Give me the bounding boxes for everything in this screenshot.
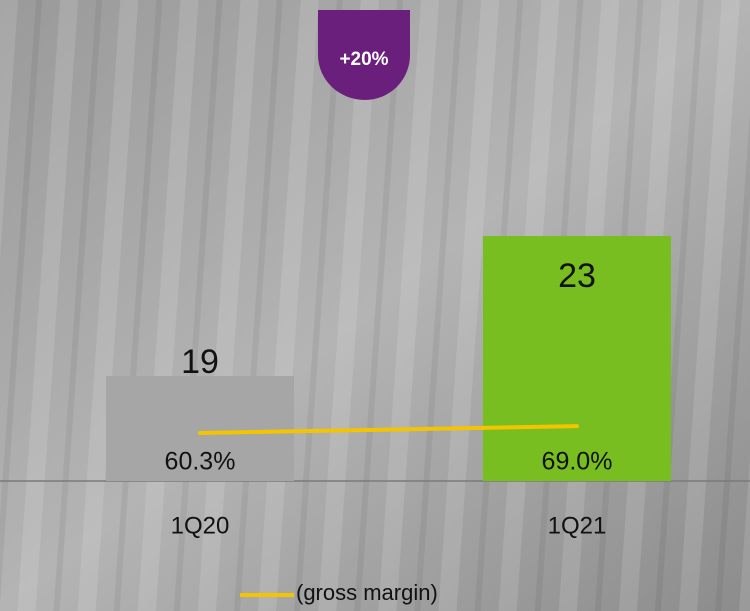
x-tick-label: 1Q21 <box>548 512 607 539</box>
growth-annotation: +20% <box>339 49 388 70</box>
chart: +20% 19 1Q20 23 1Q21 60.3% 69.0% (gross margin… <box>0 0 750 611</box>
legend-label: (gross margin) <box>296 580 438 605</box>
margin-value-label: 69.0% <box>542 448 613 476</box>
x-tick-label: 1Q20 <box>171 512 230 539</box>
bar-value-label: 23 <box>558 257 596 295</box>
margin-value-label: 60.3% <box>165 448 236 476</box>
bar-value-label: 19 <box>181 343 219 381</box>
